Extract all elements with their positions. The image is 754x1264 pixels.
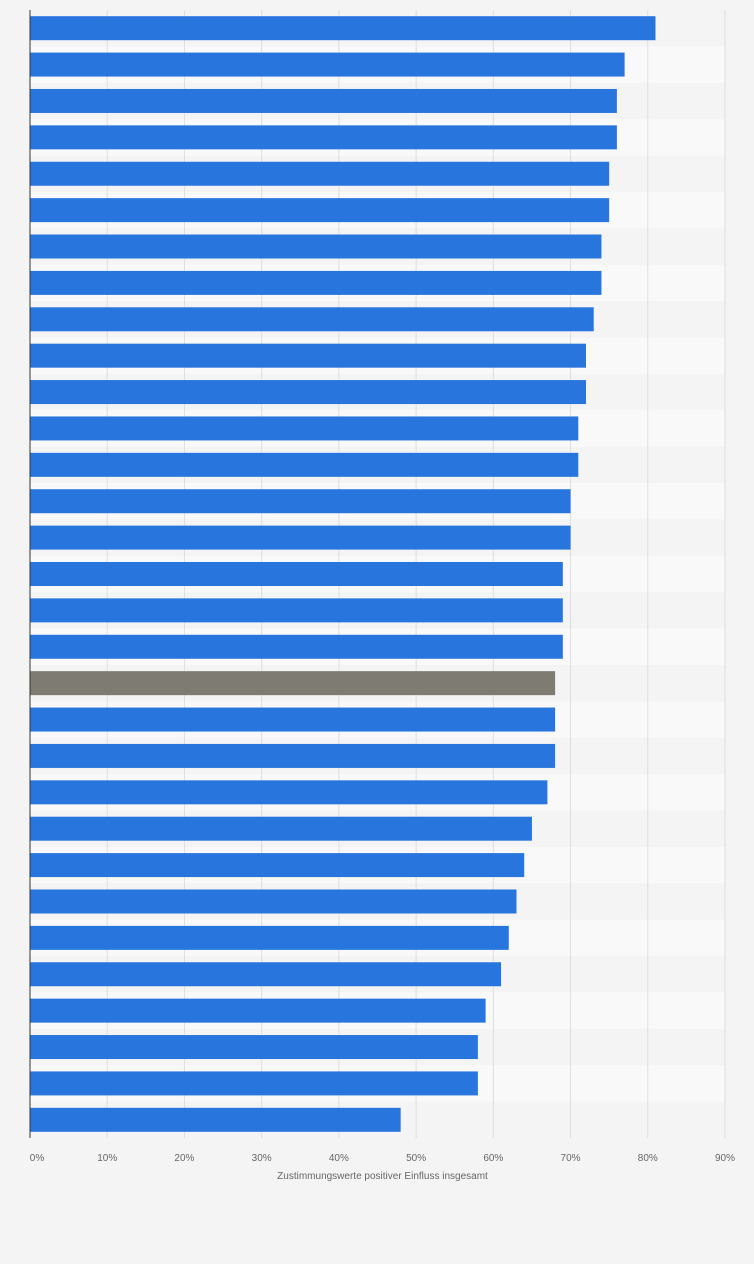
x-tick-label: 70% bbox=[561, 1153, 581, 1164]
bar[interactable] bbox=[30, 161, 610, 186]
bar[interactable] bbox=[30, 198, 610, 223]
bar[interactable] bbox=[30, 562, 563, 586]
bar[interactable] bbox=[30, 489, 571, 514]
x-tick-label: 50% bbox=[406, 1153, 426, 1164]
x-tick-label: 80% bbox=[638, 1153, 658, 1164]
bar[interactable] bbox=[30, 634, 563, 659]
x-tick-label: 10% bbox=[97, 1153, 117, 1164]
bar[interactable] bbox=[30, 343, 586, 368]
bar[interactable] bbox=[30, 1107, 401, 1132]
x-tick-label: 40% bbox=[329, 1153, 349, 1164]
x-tick-label: 20% bbox=[174, 1153, 194, 1164]
bar[interactable] bbox=[30, 452, 579, 477]
bar[interactable] bbox=[30, 16, 656, 41]
bar[interactable] bbox=[30, 1071, 478, 1096]
bar[interactable] bbox=[30, 52, 625, 77]
bar-highlighted[interactable] bbox=[30, 671, 556, 696]
bar[interactable] bbox=[30, 598, 563, 623]
bar[interactable] bbox=[30, 962, 502, 987]
bar[interactable] bbox=[30, 925, 509, 950]
x-axis-ticks: 0% 10% 20% 30% 40% 50% 60% 70% 80% 90% bbox=[30, 1153, 735, 1164]
bar[interactable] bbox=[30, 125, 617, 150]
bar[interactable] bbox=[30, 1035, 478, 1060]
bar[interactable] bbox=[30, 416, 579, 441]
x-tick-label: 0% bbox=[30, 1153, 45, 1164]
bar[interactable] bbox=[30, 307, 594, 332]
bar[interactable] bbox=[30, 998, 486, 1023]
bar[interactable] bbox=[30, 743, 556, 768]
bar[interactable] bbox=[30, 707, 556, 732]
bar[interactable] bbox=[30, 380, 586, 405]
x-tick-label: 30% bbox=[252, 1153, 272, 1164]
bars bbox=[30, 16, 656, 1132]
bar[interactable] bbox=[30, 88, 617, 113]
bar[interactable] bbox=[30, 780, 548, 805]
bar[interactable] bbox=[30, 270, 602, 295]
bar[interactable] bbox=[30, 816, 532, 841]
x-tick-label: 60% bbox=[483, 1153, 503, 1164]
bar[interactable] bbox=[30, 853, 525, 878]
bar[interactable] bbox=[30, 525, 571, 550]
bar[interactable] bbox=[30, 234, 602, 259]
bar[interactable] bbox=[30, 889, 517, 914]
x-axis-label: Zustimmungswerte positiver Einfluss insg… bbox=[277, 1171, 488, 1182]
x-tick-label: 90% bbox=[715, 1153, 735, 1164]
